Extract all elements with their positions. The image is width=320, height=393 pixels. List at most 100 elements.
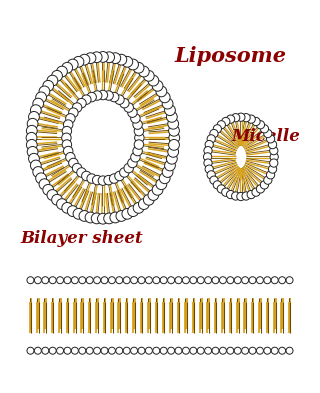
Circle shape bbox=[52, 195, 62, 205]
Circle shape bbox=[108, 347, 116, 354]
Circle shape bbox=[270, 147, 278, 155]
Circle shape bbox=[131, 347, 138, 354]
Circle shape bbox=[62, 127, 72, 136]
Circle shape bbox=[87, 174, 96, 183]
Circle shape bbox=[79, 347, 86, 354]
Circle shape bbox=[62, 140, 72, 149]
Circle shape bbox=[260, 181, 268, 189]
Circle shape bbox=[204, 277, 212, 284]
Circle shape bbox=[47, 189, 58, 200]
Circle shape bbox=[116, 54, 127, 65]
Circle shape bbox=[166, 153, 177, 164]
Circle shape bbox=[222, 118, 230, 126]
Circle shape bbox=[220, 277, 227, 284]
Circle shape bbox=[279, 277, 286, 284]
Circle shape bbox=[91, 213, 102, 224]
Circle shape bbox=[264, 176, 272, 184]
Circle shape bbox=[267, 135, 275, 143]
Circle shape bbox=[128, 108, 137, 118]
Circle shape bbox=[98, 51, 108, 62]
Circle shape bbox=[252, 118, 260, 126]
Circle shape bbox=[85, 212, 96, 223]
Circle shape bbox=[264, 129, 272, 138]
Circle shape bbox=[256, 347, 263, 354]
Circle shape bbox=[43, 184, 54, 195]
Circle shape bbox=[115, 171, 124, 181]
Circle shape bbox=[249, 277, 256, 284]
Circle shape bbox=[79, 277, 86, 284]
Circle shape bbox=[79, 211, 90, 221]
Circle shape bbox=[242, 277, 249, 284]
Circle shape bbox=[205, 140, 213, 149]
Circle shape bbox=[71, 277, 78, 284]
Circle shape bbox=[145, 347, 152, 354]
Circle shape bbox=[110, 212, 121, 223]
Circle shape bbox=[104, 52, 115, 62]
Circle shape bbox=[210, 129, 218, 138]
Circle shape bbox=[217, 185, 225, 193]
Circle shape bbox=[49, 277, 56, 284]
Circle shape bbox=[122, 208, 133, 219]
Circle shape bbox=[66, 152, 75, 162]
Circle shape bbox=[169, 140, 180, 150]
Circle shape bbox=[28, 153, 39, 164]
Circle shape bbox=[109, 92, 119, 102]
Circle shape bbox=[131, 277, 138, 284]
Circle shape bbox=[267, 171, 275, 179]
Circle shape bbox=[101, 347, 108, 354]
Circle shape bbox=[227, 347, 234, 354]
Circle shape bbox=[128, 206, 139, 217]
Circle shape bbox=[39, 86, 50, 97]
Circle shape bbox=[71, 347, 78, 354]
Circle shape bbox=[207, 171, 215, 179]
Circle shape bbox=[164, 160, 175, 171]
Circle shape bbox=[234, 277, 241, 284]
Circle shape bbox=[260, 125, 268, 133]
Circle shape bbox=[92, 175, 102, 185]
Circle shape bbox=[26, 132, 37, 143]
Circle shape bbox=[227, 115, 235, 123]
Circle shape bbox=[143, 195, 154, 205]
Circle shape bbox=[169, 132, 180, 143]
Circle shape bbox=[67, 206, 78, 217]
Circle shape bbox=[73, 208, 84, 219]
Circle shape bbox=[160, 277, 167, 284]
Circle shape bbox=[143, 70, 154, 81]
Circle shape bbox=[128, 158, 137, 168]
Circle shape bbox=[268, 165, 277, 173]
Circle shape bbox=[120, 98, 129, 108]
Circle shape bbox=[85, 53, 96, 64]
Circle shape bbox=[156, 179, 167, 189]
Circle shape bbox=[270, 153, 278, 161]
Circle shape bbox=[153, 347, 160, 354]
Circle shape bbox=[270, 159, 278, 167]
Circle shape bbox=[217, 121, 225, 129]
Circle shape bbox=[213, 181, 221, 189]
Circle shape bbox=[182, 347, 189, 354]
Circle shape bbox=[222, 188, 230, 196]
Text: Liposome: Liposome bbox=[174, 46, 286, 66]
Circle shape bbox=[122, 57, 133, 67]
Circle shape bbox=[73, 57, 84, 67]
Circle shape bbox=[67, 59, 78, 70]
Circle shape bbox=[204, 147, 212, 155]
Circle shape bbox=[43, 81, 54, 91]
Circle shape bbox=[138, 277, 145, 284]
Circle shape bbox=[69, 158, 78, 168]
Circle shape bbox=[232, 114, 240, 122]
Circle shape bbox=[64, 277, 71, 284]
Circle shape bbox=[156, 86, 167, 97]
Circle shape bbox=[160, 347, 167, 354]
Circle shape bbox=[197, 277, 204, 284]
Circle shape bbox=[63, 120, 73, 129]
Circle shape bbox=[82, 95, 91, 105]
Circle shape bbox=[133, 120, 142, 129]
Circle shape bbox=[87, 92, 96, 102]
Circle shape bbox=[27, 125, 37, 136]
Circle shape bbox=[204, 347, 212, 354]
Circle shape bbox=[212, 277, 219, 284]
Circle shape bbox=[27, 118, 38, 129]
Circle shape bbox=[39, 179, 50, 189]
Circle shape bbox=[109, 174, 119, 183]
Circle shape bbox=[28, 112, 39, 122]
